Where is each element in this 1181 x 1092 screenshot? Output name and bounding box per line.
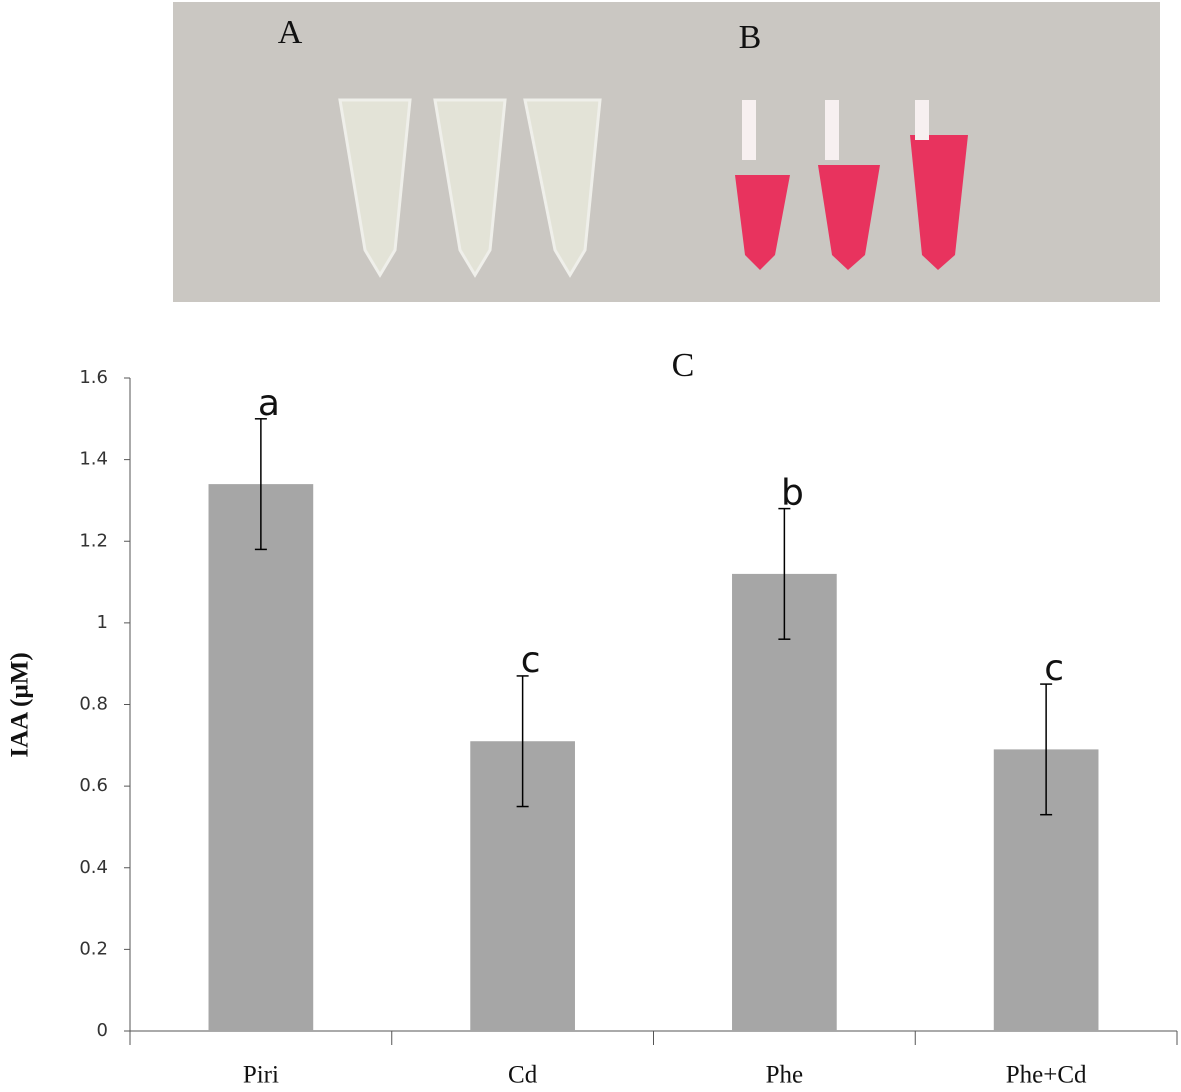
chart-title: C <box>672 347 695 384</box>
x-tick-label: Phe+Cd <box>1006 1062 1087 1089</box>
significance-label: c <box>521 640 541 681</box>
y-tick-label: 1.2 <box>79 530 108 551</box>
significance-label: a <box>258 383 280 424</box>
significance-label: b <box>781 473 804 514</box>
y-tick-label: 1.6 <box>79 367 108 388</box>
y-tick-label: 0.8 <box>79 694 108 715</box>
bar <box>208 484 314 1031</box>
x-tick-label: Piri <box>243 1062 279 1089</box>
y-tick-label: 0.2 <box>79 938 108 959</box>
pink-tubes <box>735 100 968 270</box>
y-axis-label: IAA (µM) <box>7 652 34 757</box>
x-tick-label: Cd <box>508 1062 538 1089</box>
photo-background <box>173 2 1160 302</box>
y-tick-label: 1 <box>97 612 108 633</box>
bar <box>732 573 837 1031</box>
clear-tubes <box>338 98 602 278</box>
y-tick-label: 0.6 <box>79 775 108 796</box>
photo: A B <box>173 2 1160 302</box>
y-tick-label: 1.4 <box>79 449 108 470</box>
y-tick-label: 0 <box>97 1020 108 1041</box>
panel-label: A <box>278 14 303 51</box>
x-tick-label: Phe <box>766 1062 804 1089</box>
significance-label: c <box>1044 648 1064 689</box>
panel-label: B <box>739 19 762 56</box>
y-tick-label: 0.4 <box>79 857 108 878</box>
